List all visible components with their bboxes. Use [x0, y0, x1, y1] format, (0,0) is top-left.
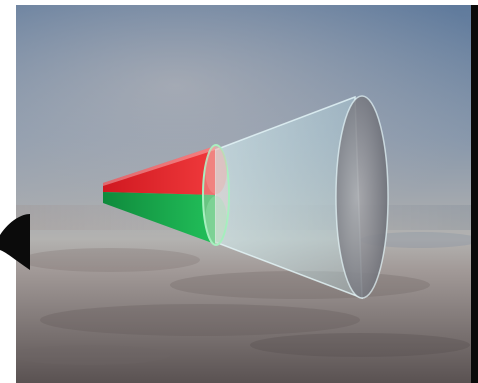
- cone-end-cap: [335, 95, 389, 299]
- frame-shadow-right: [471, 5, 478, 383]
- green-beam-segment-icon: [103, 192, 215, 244]
- frame-left-shadow: [0, 214, 30, 270]
- earth-surface: [10, 205, 478, 365]
- frame-top-margin: [16, 0, 478, 5]
- lens-ring-icon: [202, 144, 230, 246]
- red-beam-segment-icon: [103, 146, 215, 195]
- frame-left-margin: [0, 270, 16, 383]
- translucent-cone-icon: [214, 95, 389, 300]
